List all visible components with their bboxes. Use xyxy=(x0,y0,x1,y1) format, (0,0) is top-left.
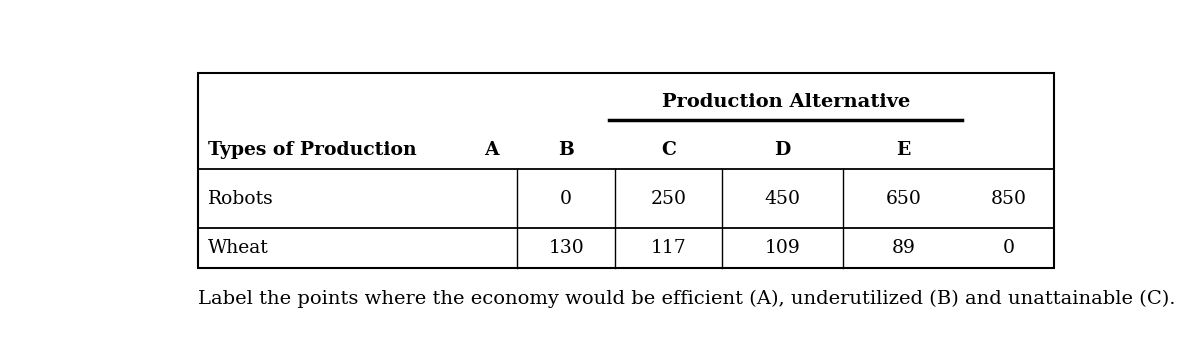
Text: 250: 250 xyxy=(650,190,686,208)
Bar xyxy=(198,73,1054,268)
Text: A: A xyxy=(485,141,499,159)
Text: E: E xyxy=(896,141,911,159)
Text: Types of Production: Types of Production xyxy=(208,141,416,159)
Text: B: B xyxy=(558,141,574,159)
Text: Label the points where the economy would be efficient (A), underutilized (B) and: Label the points where the economy would… xyxy=(198,289,1176,308)
Text: 89: 89 xyxy=(892,239,916,257)
Text: 850: 850 xyxy=(991,190,1027,208)
Text: D: D xyxy=(774,141,791,159)
Text: 0: 0 xyxy=(560,190,572,208)
Text: Robots: Robots xyxy=(208,190,274,208)
Text: Production Alternative: Production Alternative xyxy=(661,93,910,111)
Text: 117: 117 xyxy=(650,239,686,257)
Text: C: C xyxy=(661,141,676,159)
Text: 130: 130 xyxy=(548,239,584,257)
Text: 450: 450 xyxy=(764,190,800,208)
Text: 650: 650 xyxy=(886,190,922,208)
Text: Wheat: Wheat xyxy=(208,239,269,257)
Text: 109: 109 xyxy=(764,239,800,257)
Text: 0: 0 xyxy=(1003,239,1015,257)
